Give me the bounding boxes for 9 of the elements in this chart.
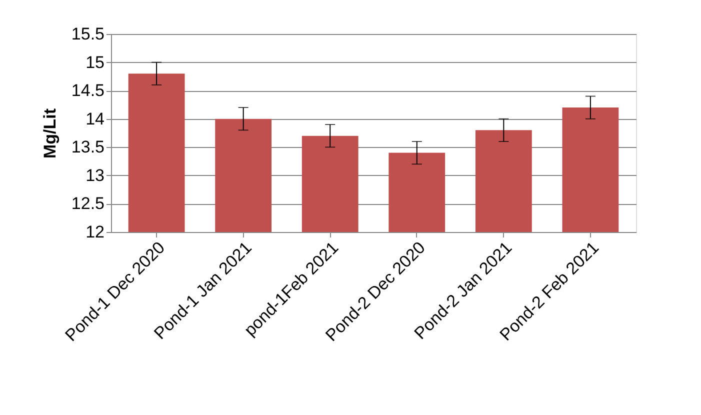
y-tick-label: 12.5 — [71, 194, 104, 214]
y-axis-title: Mg/Lit — [40, 108, 60, 159]
y-tick-label: 14.5 — [71, 81, 104, 100]
y-tick-label: 12 — [86, 222, 104, 242]
y-tick-label: 15 — [86, 52, 104, 72]
y-tick-label: 13.5 — [71, 138, 104, 157]
y-tick-label: 14 — [86, 109, 104, 128]
y-tick-label: 15.5 — [71, 24, 104, 44]
y-tick-label: 13 — [86, 166, 104, 185]
